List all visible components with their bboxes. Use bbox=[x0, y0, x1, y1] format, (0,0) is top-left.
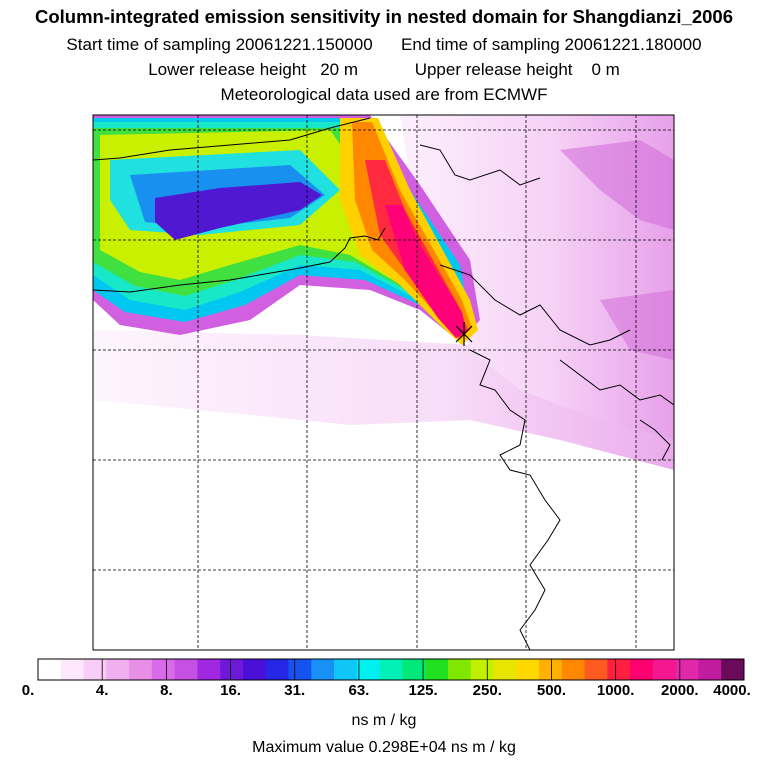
legend-cell bbox=[174, 659, 198, 680]
legend-tick-label: 125. bbox=[408, 682, 438, 699]
legend-unit: ns m / kg bbox=[351, 712, 417, 729]
legend-tick-label: 31. bbox=[284, 682, 306, 699]
lower-label: Lower release height bbox=[148, 60, 307, 79]
legend-cell bbox=[129, 659, 153, 680]
legend-cell bbox=[60, 659, 84, 680]
maximum-value: Maximum value 0.298E+04 ns m / kg bbox=[252, 739, 516, 756]
sampling-times: Start time of sampling 20061221.150000 E… bbox=[0, 35, 768, 55]
end-value: 20061221.180000 bbox=[564, 35, 702, 54]
start-label: Start time of sampling bbox=[66, 35, 231, 54]
legend-tick-label: 0. bbox=[21, 682, 35, 699]
legend-cell bbox=[83, 659, 107, 680]
legend-cell bbox=[288, 659, 312, 680]
legend-cells bbox=[38, 659, 745, 680]
legend-cell bbox=[698, 659, 722, 680]
legend-cell bbox=[447, 659, 472, 680]
legend-tick-label: 2000. bbox=[661, 682, 699, 699]
legend-cell bbox=[425, 659, 449, 680]
legend-cell bbox=[197, 659, 221, 680]
legend-tick-label: 4. bbox=[95, 682, 109, 699]
legend-cell bbox=[220, 659, 244, 680]
lat-lon-grid bbox=[93, 115, 674, 650]
plot-title: Column-integrated emission sensitivity i… bbox=[34, 6, 733, 27]
legend-cell bbox=[151, 659, 176, 680]
legend-cell bbox=[630, 659, 654, 680]
legend-cell bbox=[493, 659, 517, 680]
coastlines bbox=[93, 117, 674, 650]
legend-cell bbox=[652, 659, 677, 680]
legend-tick-label: 4000. bbox=[713, 682, 751, 699]
eastern-region bbox=[400, 115, 674, 440]
legend-cell bbox=[721, 659, 745, 680]
lower-value: 20 m bbox=[320, 60, 359, 79]
legend-cell bbox=[584, 659, 608, 680]
legend-tick-label: 500. bbox=[536, 682, 567, 699]
upper-label: Upper release height bbox=[414, 60, 573, 79]
legend-tick-label: 8. bbox=[160, 682, 173, 699]
release-heights: Lower release height 20 m Upper release … bbox=[0, 60, 768, 80]
legend-tick-label: 250. bbox=[472, 682, 502, 699]
legend-cell bbox=[470, 659, 494, 680]
met-data-note: Meteorological data used are from ECMWF bbox=[220, 85, 548, 104]
legend-cell bbox=[379, 659, 403, 680]
legend-tick-label: 16. bbox=[220, 682, 241, 699]
end-label: End time of sampling bbox=[401, 35, 560, 54]
legend-cell bbox=[106, 659, 130, 680]
legend-frame bbox=[37, 658, 745, 681]
legend-cell bbox=[561, 659, 585, 680]
legend-cell bbox=[334, 659, 358, 680]
legend-cell bbox=[607, 659, 631, 680]
legend-tick-label: 63. bbox=[348, 682, 370, 699]
receptor-marker bbox=[455, 322, 473, 346]
field-layer bbox=[93, 115, 674, 650]
legend-cell bbox=[675, 659, 699, 680]
legend-cell bbox=[402, 659, 426, 680]
legend-cell bbox=[242, 659, 267, 680]
upper-value: 0 m bbox=[591, 60, 620, 79]
start-value: 20061221.150000 bbox=[235, 35, 373, 54]
legend-tick-label: 1000. bbox=[596, 682, 635, 699]
legend-cell bbox=[356, 659, 381, 680]
legend-cell bbox=[38, 659, 62, 680]
legend-cell bbox=[516, 659, 540, 680]
low-core bbox=[155, 182, 322, 240]
legend-cell bbox=[311, 659, 335, 680]
legend-cell bbox=[265, 659, 289, 680]
legend-cell bbox=[539, 659, 563, 680]
map-frame bbox=[92, 114, 675, 651]
